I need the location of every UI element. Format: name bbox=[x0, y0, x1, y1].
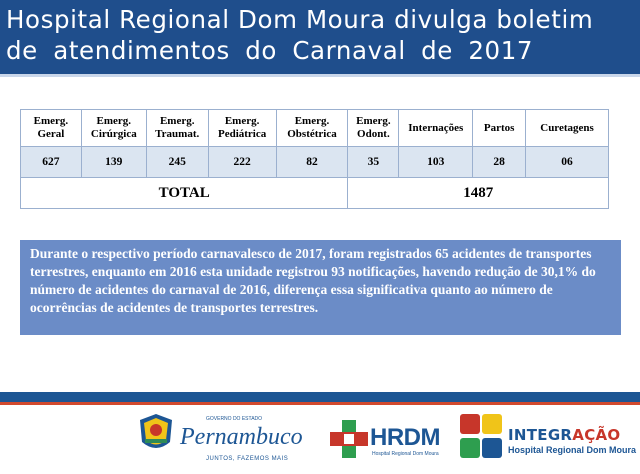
table-cell: 139 bbox=[80, 146, 147, 178]
page-title: Hospital Regional Dom Moura divulga bole… bbox=[0, 0, 640, 66]
footer-band bbox=[0, 392, 640, 402]
integracao-wordmark: INTEGRAÇÃO bbox=[508, 426, 621, 444]
pernambuco-gov-label: GOVERNO DO ESTADO bbox=[206, 416, 263, 422]
col-header: Emerg. Cirúrgica bbox=[80, 109, 147, 147]
hrdm-subtitle: Hospital Regional Dom Moura bbox=[372, 451, 439, 457]
col-header: Emerg. Obstétrica bbox=[275, 109, 349, 147]
title-line-2: de atendimentos do Carnaval de 2017 bbox=[6, 36, 534, 65]
col-header: Curetagens bbox=[525, 109, 609, 147]
table-cell: 35 bbox=[347, 146, 400, 178]
hrdm-logo: HRDM Hospital Regional Dom Moura bbox=[330, 420, 441, 466]
col-header: Emerg. Geral bbox=[20, 109, 82, 147]
table-cell: 82 bbox=[275, 146, 349, 178]
footer-stripe bbox=[0, 402, 640, 405]
col-header: Partos bbox=[472, 109, 527, 147]
pernambuco-logo: GOVERNO DO ESTADO Pernambuco JUNTOS, FAZ… bbox=[136, 410, 336, 470]
total-value: 1487 bbox=[347, 177, 609, 209]
pernambuco-slogan: JUNTOS, FAZEMOS MAIS bbox=[206, 456, 289, 462]
header-banner: Hospital Regional Dom Moura divulga bole… bbox=[0, 0, 640, 77]
table-cell: 222 bbox=[207, 146, 277, 178]
hrdm-wordmark: HRDM bbox=[370, 424, 441, 451]
total-label: TOTAL bbox=[19, 177, 349, 209]
table-row: 627 139 245 222 82 35 103 28 06 bbox=[20, 146, 609, 178]
footer-logos: GOVERNO DO ESTADO Pernambuco JUNTOS, FAZ… bbox=[0, 392, 640, 474]
table-cell: 245 bbox=[145, 146, 209, 178]
integracao-logo: INTEGRAÇÃO Hospital Regional Dom Moura bbox=[458, 412, 638, 468]
col-header: Emerg. Pediátrica bbox=[207, 109, 277, 147]
pernambuco-name: Pernambuco bbox=[180, 424, 303, 450]
table-cell: 06 bbox=[525, 146, 609, 178]
summary-text: Durante o respectivo período carnavalesc… bbox=[30, 246, 596, 315]
total-row: TOTAL 1487 bbox=[19, 177, 609, 209]
stats-table: Emerg. Geral Emerg. Cirúrgica Emerg. Trauma… bbox=[19, 109, 609, 209]
state-coat-of-arms-icon bbox=[140, 414, 172, 448]
summary-note: Durante o respectivo período carnavalesc… bbox=[20, 240, 621, 335]
col-header: Internações bbox=[398, 109, 474, 147]
col-header: Emerg. Traumat. bbox=[145, 109, 209, 147]
integracao-subtitle: Hospital Regional Dom Moura bbox=[508, 445, 637, 455]
table-cell: 28 bbox=[472, 146, 527, 178]
puzzle-icon bbox=[460, 414, 502, 458]
col-header: Emerg. Odont. bbox=[347, 109, 400, 147]
table-cell: 103 bbox=[398, 146, 474, 178]
table-cell: 627 bbox=[20, 146, 82, 178]
title-line-1: Hospital Regional Dom Moura divulga bole… bbox=[6, 5, 594, 34]
table-header-row: Emerg. Geral Emerg. Cirúrgica Emerg. Trauma… bbox=[20, 109, 609, 147]
medical-cross-icon bbox=[330, 420, 368, 458]
